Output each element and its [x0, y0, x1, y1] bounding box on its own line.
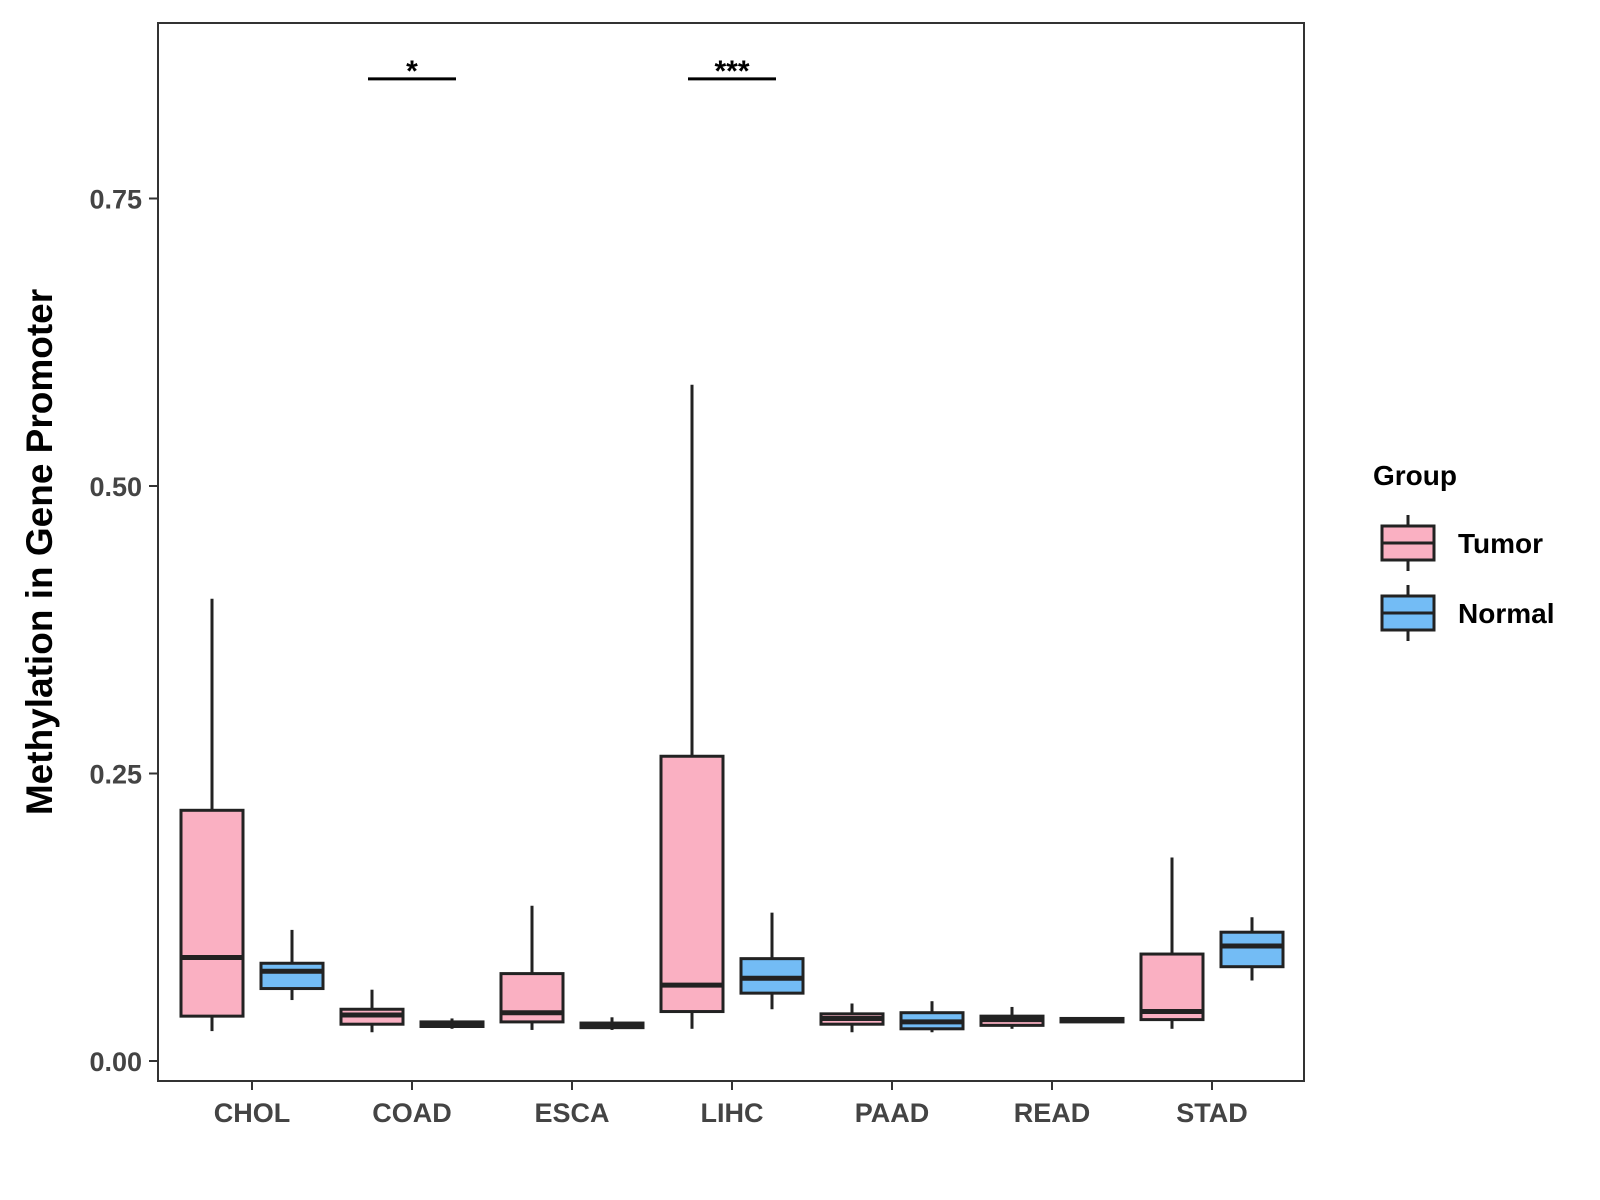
x-tick-label: STAD: [1176, 1098, 1248, 1128]
x-tick-label: READ: [1014, 1098, 1091, 1128]
box-tumor-chol: [179, 598, 245, 1032]
series-normal: [259, 912, 1285, 1033]
box-tumor-lihc: [659, 384, 725, 1029]
legend-item-tumor: Tumor: [1380, 515, 1543, 571]
box-tumor-paad: [819, 1003, 885, 1033]
box-normal-read: [1059, 1016, 1125, 1024]
box-iqr: [259, 961, 325, 991]
significance-annotations: * ***: [368, 55, 776, 88]
box-normal-coad: [419, 1018, 485, 1029]
significance-coad: *: [368, 55, 456, 88]
box-normal-stad: [1219, 917, 1285, 981]
y-tick-label: 0.75: [89, 185, 142, 215]
box-tumor-read: [979, 1006, 1045, 1029]
significance-label: ***: [714, 55, 749, 88]
box-iqr: [659, 754, 725, 1014]
box-normal-lihc: [739, 912, 805, 1010]
x-tick-label: PAAD: [855, 1098, 930, 1128]
legend: Group Tumor Normal: [1373, 460, 1554, 641]
plot-panel: [157, 22, 1305, 1082]
significance-label: *: [406, 55, 418, 88]
y-tick-label: 0.25: [89, 760, 142, 790]
series-tumor: [179, 384, 1205, 1033]
legend-item-normal: Normal: [1380, 585, 1554, 641]
legend-label: Tumor: [1458, 528, 1543, 559]
box-normal-chol: [259, 929, 325, 1001]
x-tick-label: LIHC: [701, 1098, 764, 1128]
box-tumor-esca: [499, 905, 565, 1030]
box-iqr: [1139, 952, 1205, 1022]
box-tumor-coad: [339, 989, 405, 1033]
legend-label: Normal: [1458, 598, 1554, 629]
box-iqr: [179, 808, 245, 1018]
y-tick-label: 0.00: [89, 1047, 142, 1077]
significance-lihc: ***: [688, 55, 776, 88]
legend-title: Group: [1373, 460, 1457, 491]
box-tumor-stad: [1139, 857, 1205, 1029]
box-iqr: [1219, 930, 1285, 969]
y-axis-title: Methylation in Gene Promoter: [19, 289, 60, 815]
box-normal-esca: [579, 1017, 645, 1030]
x-axis: CHOL COAD ESCA LIHC PAAD READ STAD: [214, 1081, 1248, 1128]
box-series: [179, 384, 1285, 1033]
y-tick-label: 0.50: [89, 472, 142, 502]
x-tick-label: CHOL: [214, 1098, 291, 1128]
x-tick-label: ESCA: [534, 1098, 609, 1128]
y-axis: 0.00 0.25 0.50 0.75: [89, 185, 158, 1077]
x-tick-label: COAD: [372, 1098, 452, 1128]
box-normal-paad: [899, 1001, 965, 1033]
